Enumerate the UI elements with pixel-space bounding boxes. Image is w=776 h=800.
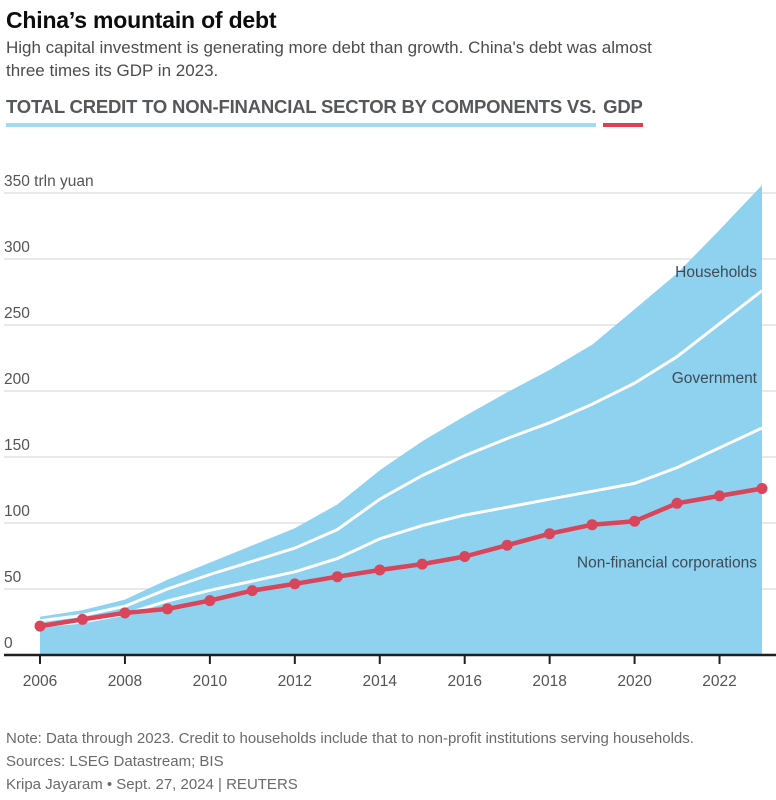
gdp-point xyxy=(204,595,216,607)
nfc-government-divider xyxy=(39,426,763,628)
x-axis-label: 2014 xyxy=(363,673,398,690)
sources-text: Sources: LSEG Datastream; BIS xyxy=(6,753,224,770)
y-axis-label: 250 xyxy=(4,305,30,322)
x-axis-label: 2020 xyxy=(617,673,652,690)
gdp-point xyxy=(161,603,173,615)
area-label-government: Government xyxy=(672,370,758,387)
x-axis-label: 2012 xyxy=(278,673,312,690)
gdp-point xyxy=(629,515,641,527)
gdp-point xyxy=(671,497,683,509)
y-axis-label: 300 xyxy=(4,239,30,256)
y-axis-label: 150 xyxy=(4,437,30,454)
gdp-point xyxy=(714,490,725,502)
subtitle-line-2: three times its GDP in 2023. xyxy=(6,61,219,80)
area-label-non-financial-corporations: Non-financial corporations xyxy=(577,555,757,572)
section-header-gdp-label: GDP xyxy=(603,96,643,127)
chart-title: China’s mountain of debt xyxy=(6,7,277,33)
gdp-point xyxy=(331,571,343,583)
chart-area: 0 50 100 150 200 250 300 350 trln yuan 2006 2008 2… xyxy=(0,150,776,700)
gdp-point xyxy=(34,620,46,632)
x-axis-label: 2018 xyxy=(532,673,566,690)
gdp-point xyxy=(289,578,301,590)
y-axis-label: 50 xyxy=(4,569,22,586)
debt-stacked-area-chart: 0 50 100 150 200 250 300 350 trln yuan 2006 2008 2… xyxy=(4,173,776,690)
area-label-households: Households xyxy=(675,264,757,281)
y-axis-label: 0 xyxy=(4,635,13,652)
gdp-point xyxy=(756,483,768,494)
gdp-point xyxy=(416,558,428,570)
x-axis-label: 2008 xyxy=(108,673,142,690)
government-households-divider xyxy=(39,289,763,623)
gdp-point xyxy=(501,539,513,551)
gdp-point xyxy=(459,551,471,562)
gdp-point xyxy=(374,564,386,576)
gdp-point xyxy=(77,613,88,625)
chart-subtitle: High capital investment is generating mo… xyxy=(6,36,652,82)
section-header-components-label: TOTAL CREDIT TO NON-FINANCIAL SECTOR BY … xyxy=(6,96,596,127)
gdp-point xyxy=(119,607,131,619)
y-axis-label: 350 trln yuan xyxy=(4,173,94,190)
total-credit-area xyxy=(40,185,762,655)
byline-text: Kripa Jayaram • Sept. 27, 2024 | REUTERS xyxy=(6,776,298,793)
x-axis-label: 2010 xyxy=(193,673,228,690)
x-axis-label: 2022 xyxy=(702,673,736,690)
subtitle-line-1: High capital investment is generating mo… xyxy=(6,38,652,57)
gdp-point xyxy=(544,528,556,540)
chart-footer: Note: Data through 2023. Credit to house… xyxy=(6,727,694,796)
x-axis-label: 2016 xyxy=(447,673,481,690)
note-text: Note: Data through 2023. Credit to house… xyxy=(6,730,694,747)
x-axis-label: 2006 xyxy=(23,673,57,690)
gdp-line xyxy=(37,486,765,629)
y-axis-label: 100 xyxy=(4,503,30,520)
gdp-point xyxy=(586,519,598,531)
section-header: TOTAL CREDIT TO NON-FINANCIAL SECTOR BY … xyxy=(6,96,643,127)
gdp-point xyxy=(246,585,258,597)
y-axis-label: 200 xyxy=(4,371,30,388)
